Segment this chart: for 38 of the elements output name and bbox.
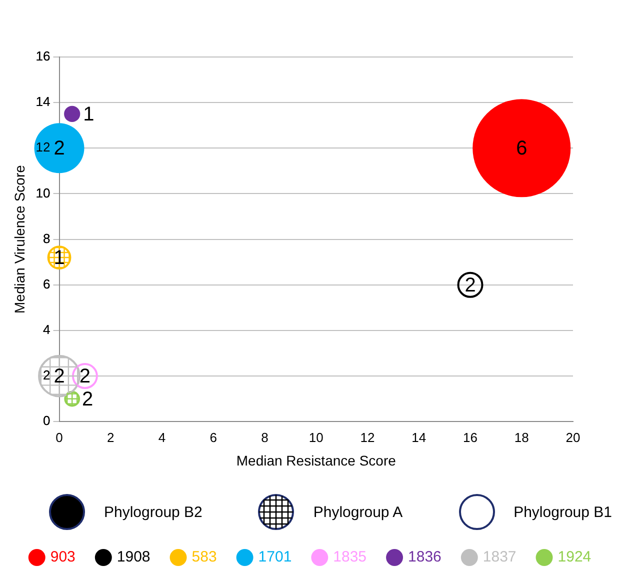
legend-label: 903 bbox=[50, 548, 76, 566]
annotation: 2 bbox=[82, 388, 94, 410]
annotation: 2 bbox=[79, 366, 91, 388]
x-axis-title: Median Resistance Score bbox=[236, 452, 396, 468]
y-tick-label: 16 bbox=[36, 48, 50, 64]
annotation: 2 bbox=[464, 274, 476, 296]
x-tick-label: 8 bbox=[261, 430, 268, 445]
legend-label: 583 bbox=[192, 548, 217, 566]
x-tick-label: 20 bbox=[566, 430, 580, 445]
legend-label: 1908 bbox=[116, 548, 150, 566]
y-axis-title: Median Virulence Score bbox=[11, 164, 28, 314]
y-tick-label: 4 bbox=[43, 322, 50, 338]
x-tick-label: 16 bbox=[463, 430, 478, 445]
y-tick-label: 2 bbox=[43, 368, 50, 383]
y-tick-label: 6 bbox=[43, 276, 50, 292]
x-tick-label: 10 bbox=[308, 430, 324, 445]
x-tick-label: 0 bbox=[56, 430, 63, 445]
annotation: 1 bbox=[83, 103, 94, 126]
x-tick-label: 2 bbox=[107, 430, 114, 445]
x-tick-label: 14 bbox=[412, 430, 426, 445]
y-tick-label: 12 bbox=[36, 140, 50, 155]
x-tick-label: 4 bbox=[158, 430, 166, 445]
legend-label: 1924 bbox=[558, 548, 592, 566]
legend-label: 1837 bbox=[482, 548, 516, 566]
legend-label: 1836 bbox=[408, 548, 442, 566]
x-tick-label: 18 bbox=[514, 430, 529, 445]
y-tick-label: 8 bbox=[43, 230, 50, 246]
y-tick-label: 10 bbox=[36, 185, 50, 200]
legend-label: 1835 bbox=[333, 548, 367, 566]
text: Phylogroup B1 bbox=[514, 504, 612, 520]
x-tick-label: 12 bbox=[360, 430, 375, 445]
annotation: 6 bbox=[516, 138, 528, 160]
y-tick-label: 14 bbox=[36, 94, 50, 110]
y-tick-label: 0 bbox=[43, 413, 50, 428]
text: Phylogroup B2 bbox=[104, 504, 202, 520]
text: Phylogroup A bbox=[313, 504, 403, 520]
x-tick-label: 6 bbox=[210, 430, 217, 445]
legend-label: 1701 bbox=[258, 548, 292, 566]
